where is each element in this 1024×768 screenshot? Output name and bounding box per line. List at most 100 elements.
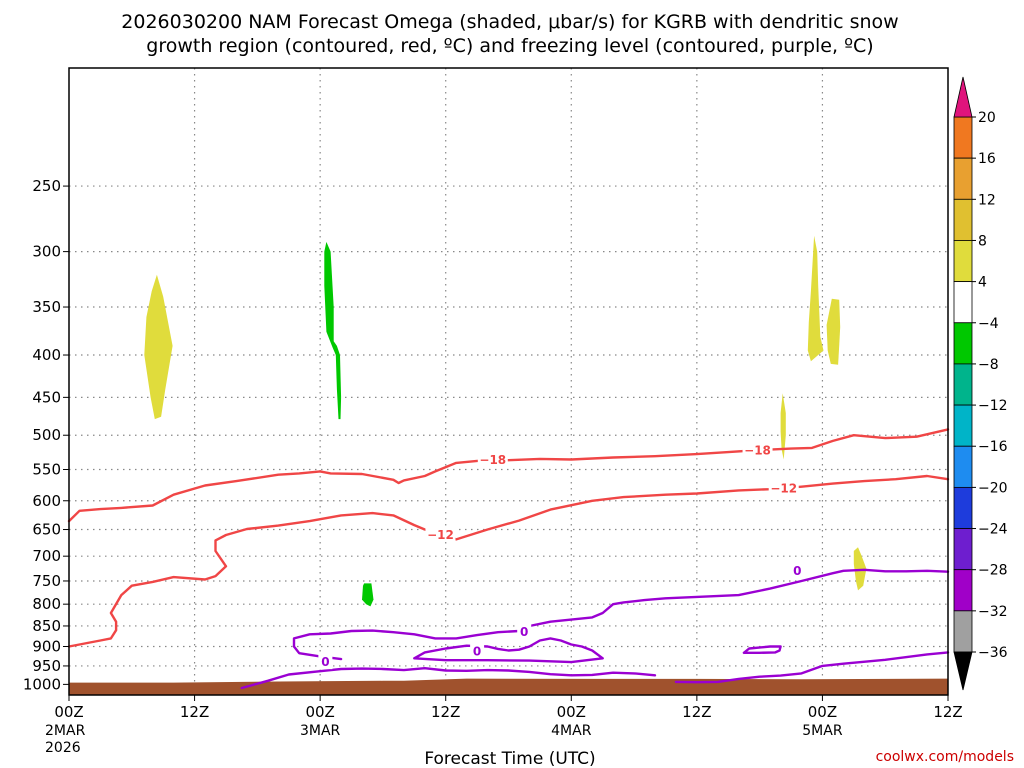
colorbar-segment <box>953 445 973 488</box>
y-tick-label: 650 <box>32 521 61 539</box>
y-tick-label: 550 <box>32 460 61 478</box>
temperature-contour-label-bg <box>477 452 508 468</box>
y-tick-label: 250 <box>32 177 61 195</box>
freezing-level-contours <box>240 568 950 690</box>
y-tick-label: 350 <box>32 298 61 316</box>
colorbar-tick-label: −8 <box>978 357 999 373</box>
colorbar-tick-label: 8 <box>978 233 987 249</box>
colorbar-segment <box>953 198 973 241</box>
colorbar-tick-label: −36 <box>978 645 1008 661</box>
freezing-level-contour-line <box>292 568 950 661</box>
colorbar-tick-label: 4 <box>978 275 987 291</box>
omega-negative-region <box>324 241 342 420</box>
temperature-contour-label: −18 <box>744 444 771 458</box>
colorbar-segment <box>953 569 973 612</box>
freezing-level-contour-label-bg <box>517 624 532 640</box>
y-tick-label: 950 <box>32 657 61 675</box>
x-tick-label: 00Z <box>808 703 837 721</box>
temperature-contour-line <box>67 428 950 523</box>
x-tick-label: 12Z <box>180 703 209 721</box>
temperature-contour-label-bg <box>768 480 799 496</box>
x-date-label: 5MAR <box>802 723 843 739</box>
chart-title-line2: growth region (contoured, red, ºC) and f… <box>146 35 873 57</box>
x-date-label: 3MAR <box>300 723 341 739</box>
chart-title: 2026030200 NAM Forecast Omega (shaded, μ… <box>121 11 898 33</box>
omega-positive-region <box>807 235 824 362</box>
y-tick-label: 1000 <box>23 675 61 693</box>
x-tick-label: 12Z <box>682 703 711 721</box>
colorbar-segment <box>953 610 973 653</box>
colorbar: 20 16 12 8 4 −4 −8 −12 −16 −20 −24 −28 −32 −36 <box>953 76 1008 691</box>
colorbar-tick-label: −20 <box>978 480 1008 496</box>
y-tick-label: 750 <box>32 572 61 590</box>
colorbar-tick-label: 16 <box>978 151 996 167</box>
colorbar-segment <box>953 116 973 159</box>
colorbar-tick-label: 20 <box>978 110 996 126</box>
temperature-contour-label: −12 <box>770 482 797 496</box>
colorbar-bottom-arrow <box>953 651 973 691</box>
freezing-level-contour-label-bg <box>790 562 805 578</box>
colorbar-segment <box>953 281 973 324</box>
colorbar-segment <box>953 486 973 529</box>
freezing-level-contour-line <box>674 651 950 684</box>
freezing-level-contour-label-bg <box>470 643 485 659</box>
y-axis-ticks: 250 300 350 400 450 500 550 600 650 700 750 800 850 9… <box>23 177 69 693</box>
colorbar-segment <box>953 363 973 406</box>
omega-positive-region <box>780 393 786 460</box>
colorbar-tick-label: −12 <box>978 398 1008 414</box>
freezing-level-contour-label: 0 <box>520 625 528 639</box>
y-tick-label: 800 <box>32 595 61 613</box>
x-tick-label: 12Z <box>431 703 460 721</box>
x-date-label: 2MAR <box>45 723 86 739</box>
x-tick-label: 00Z <box>54 703 83 721</box>
colorbar-segment <box>953 528 973 571</box>
colorbar-tick-label: −24 <box>978 522 1008 538</box>
freezing-level-contour-label-bg <box>318 654 333 670</box>
terrain-layer <box>69 678 948 695</box>
terrain-fill <box>69 678 948 695</box>
omega-negative-region <box>362 583 374 607</box>
colorbar-tick-label: −4 <box>978 316 999 332</box>
y-tick-label: 850 <box>32 617 61 635</box>
y-tick-label: 400 <box>32 346 61 364</box>
contour-labels: −18 −18 −12 −12 0 0 0 0 <box>318 442 805 670</box>
colorbar-segment <box>953 322 973 365</box>
colorbar-tick-label: −28 <box>978 563 1008 579</box>
y-tick-label: 450 <box>32 388 61 406</box>
y-tick-label: 600 <box>32 492 61 510</box>
colorbar-segment <box>953 240 973 283</box>
y-tick-label: 500 <box>32 426 61 444</box>
x-tick-label: 00Z <box>305 703 334 721</box>
colorbar-tick-label: −32 <box>978 604 1008 620</box>
temperature-contour-label: −18 <box>479 453 506 467</box>
x-year-label: 2026 <box>45 740 81 756</box>
temperature-contour-label-bg <box>425 527 456 543</box>
omega-positive-region <box>826 298 841 365</box>
temperature-contour-line <box>67 474 950 648</box>
credit-link[interactable]: coolwx.com/models <box>876 749 1014 765</box>
temperature-contour-label-bg <box>742 442 773 458</box>
temperature-contour-label: −12 <box>427 528 454 542</box>
x-axis-label: Forecast Time (UTC) <box>424 749 595 768</box>
freezing-level-contour-label: 0 <box>321 655 329 669</box>
x-tick-label: 00Z <box>557 703 586 721</box>
x-tick-label: 12Z <box>933 703 962 721</box>
colorbar-segment <box>953 404 973 447</box>
plot-frame <box>68 67 949 696</box>
y-tick-label: 700 <box>32 547 61 565</box>
freezing-level-contour-line <box>742 645 782 654</box>
freezing-level-contour-label: 0 <box>473 644 481 658</box>
x-date-label: 4MAR <box>551 723 592 739</box>
y-tick-label: 900 <box>32 638 61 656</box>
colorbar-tick-label: −16 <box>978 439 1008 455</box>
y-tick-label: 300 <box>32 243 61 261</box>
freezing-level-contour-line <box>240 667 657 690</box>
temperature-contours <box>67 428 950 648</box>
colorbar-segment <box>953 157 973 200</box>
colorbar-tick-label: 12 <box>978 192 996 208</box>
freezing-level-contour-label: 0 <box>793 564 801 578</box>
omega-positive-region <box>144 274 173 420</box>
